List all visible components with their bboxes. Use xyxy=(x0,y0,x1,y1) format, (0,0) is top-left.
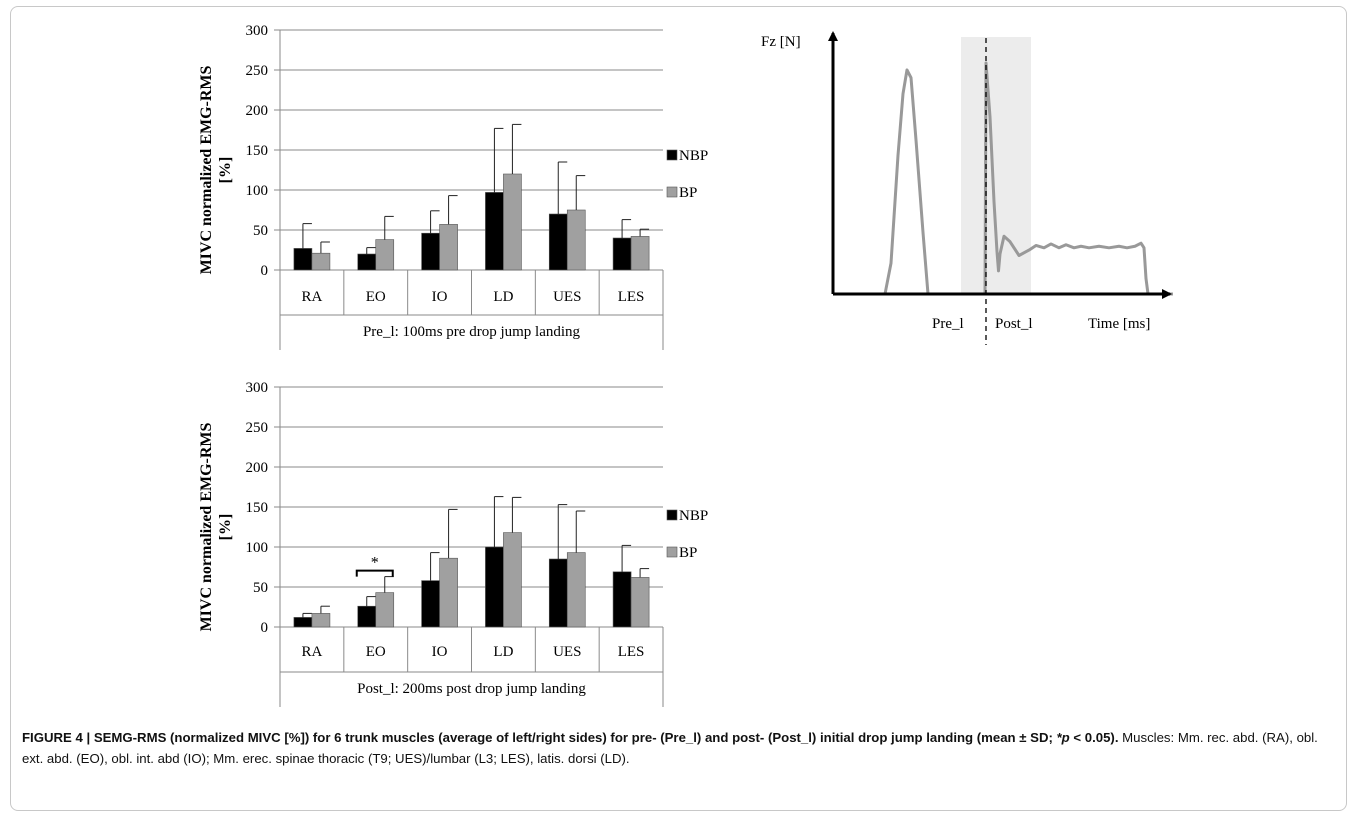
category-label: EO xyxy=(366,644,386,660)
legend-label-bp: BP xyxy=(679,185,697,201)
y-axis-title: MIVC normalized EMG-RMS [%] xyxy=(198,65,234,274)
bar-nbp xyxy=(548,213,568,271)
y-axis-title-line2: [%] xyxy=(217,157,234,184)
caption-body: Muscles: Mm. rec. abd. (RA), obl. ext. a… xyxy=(22,730,1318,766)
bar-nbp xyxy=(421,580,440,628)
category-label: LD xyxy=(493,644,513,660)
caption-p-rest: < 0.05). xyxy=(1069,730,1119,745)
bar-bp xyxy=(439,224,458,271)
y-tick-label: 0 xyxy=(261,620,269,636)
legend: NBP BP xyxy=(666,148,708,201)
y-tick-label: 100 xyxy=(246,183,269,199)
bar-bp xyxy=(566,552,586,628)
y-axis-title-line2: [%] xyxy=(217,514,234,541)
bar-nbp xyxy=(612,237,632,271)
y-axis-title-line1: MIVC normalized EMG-RMS xyxy=(198,65,215,274)
legend-label-nbp: NBP xyxy=(679,508,708,524)
category-label: LES xyxy=(618,644,645,660)
caption-lead: FIGURE 4 | SEMG-RMS (normalized MIVC [%]… xyxy=(22,730,1057,745)
bar-nbp xyxy=(421,232,440,271)
significance-marker: * xyxy=(371,555,379,572)
bar-nbp xyxy=(293,617,313,628)
bar-bp xyxy=(311,613,331,628)
force-y-label: Fz [N] xyxy=(761,34,801,50)
bar-bp xyxy=(503,532,522,628)
y-tick-label: 150 xyxy=(246,143,269,159)
force-curve-line xyxy=(833,61,1173,296)
bar-nbp xyxy=(548,558,568,628)
bar-chart-2: 0 50 100 150 200 250 300 RA EO IO LD UES LES Post_l: … xyxy=(198,380,708,707)
category-label: LES xyxy=(618,289,645,305)
y-tick-label: 100 xyxy=(246,540,269,556)
y-tick-label: 150 xyxy=(246,500,269,516)
bar-nbp xyxy=(357,253,377,271)
bar-bp xyxy=(375,239,395,271)
legend-swatch-bp xyxy=(666,546,678,558)
significance-bracket xyxy=(355,569,394,577)
bar-nbp xyxy=(612,571,632,628)
legend-label-bp: BP xyxy=(679,545,697,561)
category-label: IO xyxy=(432,644,448,660)
legend: NBP BP xyxy=(666,508,708,561)
bar-bp xyxy=(630,236,650,271)
category-label: UES xyxy=(553,289,581,305)
bar-nbp xyxy=(485,192,504,271)
bar-bp xyxy=(630,577,650,628)
figure-charts: 0 50 100 150 200 250 300 RA EO IO LD UES LES Pre_l: 1… xyxy=(198,23,1173,707)
y-axis-title: MIVC normalized EMG-RMS [%] xyxy=(198,422,234,631)
category-label: LD xyxy=(493,289,513,305)
legend-swatch-nbp xyxy=(666,149,678,161)
caption-p-symbol: *p xyxy=(1056,730,1070,745)
y-tick-label: 200 xyxy=(246,103,269,119)
y-tick-label: 0 xyxy=(261,263,269,279)
y-tick-label: 50 xyxy=(253,580,268,596)
x-axis-title: Pre_l: 100ms pre drop jump landing xyxy=(363,324,581,340)
phase-label-post: Post_l xyxy=(995,316,1033,332)
y-tick-label: 300 xyxy=(246,23,269,39)
force-x-label: Time [ms] xyxy=(1088,316,1150,332)
category-label: EO xyxy=(366,289,386,305)
bar-bp xyxy=(311,252,331,271)
y-tick-label: 50 xyxy=(253,223,268,239)
y-axis-title-line1: MIVC normalized EMG-RMS xyxy=(198,422,215,631)
bar-nbp xyxy=(293,248,313,271)
y-tick-label: 200 xyxy=(246,460,269,476)
y-tick-label: 300 xyxy=(246,380,269,396)
legend-swatch-nbp xyxy=(666,509,678,521)
figure-frame xyxy=(10,6,1347,811)
category-label: RA xyxy=(301,644,322,660)
x-axis-title: Post_l: 200ms post drop jump landing xyxy=(357,681,586,697)
category-label: UES xyxy=(553,644,581,660)
bar-nbp xyxy=(357,605,377,628)
y-tick-label: 250 xyxy=(246,63,269,79)
legend-label-nbp: NBP xyxy=(679,148,708,164)
bar-chart-1: 0 50 100 150 200 250 300 RA EO IO LD UES LES Pre_l: 1… xyxy=(198,23,708,350)
bar-bp xyxy=(375,592,395,628)
category-label: RA xyxy=(301,289,322,305)
bar-bp xyxy=(566,209,586,271)
legend-swatch-bp xyxy=(666,186,678,198)
y-tick-label: 250 xyxy=(246,420,269,436)
bar-bp xyxy=(503,173,522,271)
bar-nbp xyxy=(485,546,504,628)
bar-bp xyxy=(439,557,458,628)
force-curve-chart: Fz [N] Time [ms] Pre_l Post_l xyxy=(761,31,1173,345)
figure-caption: FIGURE 4 | SEMG-RMS (normalized MIVC [%]… xyxy=(22,727,1337,769)
phase-label-pre: Pre_l xyxy=(932,316,964,332)
category-label: IO xyxy=(432,289,448,305)
